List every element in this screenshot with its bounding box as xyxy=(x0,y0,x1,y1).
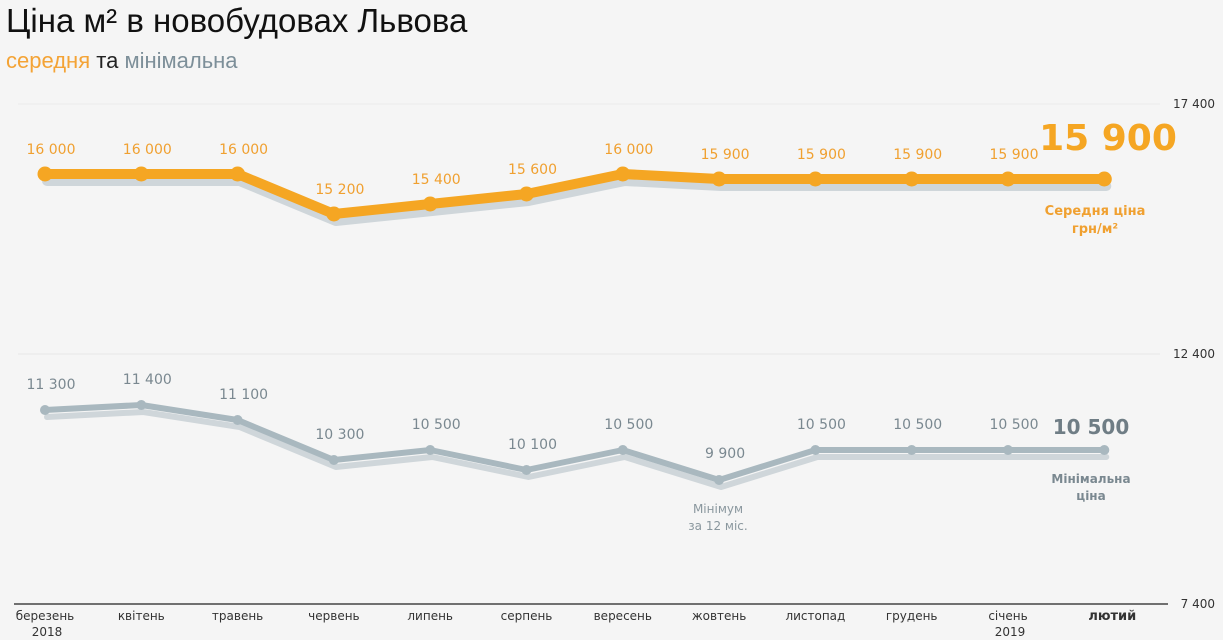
chart-title: Ціна м² в новобудовах Львова xyxy=(6,2,468,39)
data-point xyxy=(521,465,532,475)
data-label: 15 400 xyxy=(412,172,461,188)
data-label: 16 000 xyxy=(27,142,76,158)
series-line xyxy=(42,402,1108,483)
minimum-caption-line2: ціна xyxy=(1076,489,1105,503)
data-point xyxy=(1000,171,1016,187)
data-point xyxy=(425,445,436,455)
data-point xyxy=(326,206,342,222)
data-label: 10 500 xyxy=(797,417,846,433)
subtitle-and: та xyxy=(96,48,119,73)
data-point xyxy=(807,171,823,187)
data-label: 9 900 xyxy=(705,446,745,462)
data-label: 15 900 xyxy=(797,147,846,163)
gridlines xyxy=(18,103,1160,355)
data-label: 15 200 xyxy=(315,182,364,198)
x-tick-label: січень xyxy=(988,609,1027,623)
x-axis: березень 2018 квітень травень червень липень с… xyxy=(14,603,1168,639)
minimum-current-value: 10 500 xyxy=(1053,415,1130,439)
data-label: 11 400 xyxy=(123,372,172,388)
x-tick-label: грудень xyxy=(886,609,938,623)
x-tick-year: 2019 xyxy=(995,625,1026,639)
x-tick-label: серпень xyxy=(501,609,553,623)
data-label: 10 500 xyxy=(412,417,461,433)
data-label: 10 300 xyxy=(315,427,364,443)
data-label: 15 900 xyxy=(701,147,750,163)
minimum-note-line2: за 12 міс. xyxy=(688,519,747,533)
x-tick-label: червень xyxy=(308,609,359,623)
average-caption-line2: грн/м² xyxy=(1072,222,1118,237)
minimum-note-line1: Мінімум xyxy=(693,502,743,516)
data-label: 15 900 xyxy=(990,147,1039,163)
series-shadow xyxy=(44,409,1110,490)
data-label: 10 500 xyxy=(990,417,1039,433)
data-point xyxy=(230,166,246,182)
data-point xyxy=(519,186,534,202)
data-label: 11 300 xyxy=(27,377,76,393)
data-point xyxy=(232,415,243,425)
data-point xyxy=(810,445,821,455)
x-tick-label: лютий xyxy=(1088,609,1136,624)
data-label: 16 000 xyxy=(219,142,268,158)
data-point xyxy=(711,171,727,187)
series-shadow xyxy=(42,176,1112,226)
x-tick-label: вересень xyxy=(594,609,652,623)
x-tick-label: жовтень xyxy=(692,609,747,623)
data-point xyxy=(615,166,631,182)
y-tick-label: 12 400 xyxy=(1173,347,1215,361)
data-label: 10 500 xyxy=(604,417,653,433)
x-tick-label: квітень xyxy=(118,609,165,623)
chart-subtitle: середня та мінімальна xyxy=(6,48,238,74)
average-price-series: 16 000 16 000 16 000 15 200 15 400 15 600 16 0… xyxy=(27,142,1112,226)
data-point xyxy=(328,455,339,465)
data-label: 16 000 xyxy=(123,142,172,158)
series-line xyxy=(40,169,1110,219)
subtitle-minimum: мінімальна xyxy=(124,48,238,73)
minimum-price-series: 11 300 11 400 11 100 10 300 10 500 10 100 10 5… xyxy=(27,372,1110,490)
y-axis-ticks: 17 400 12 400 7 400 xyxy=(1173,97,1215,611)
x-tick-label: липень xyxy=(407,609,453,623)
data-point xyxy=(714,475,725,485)
data-point xyxy=(1003,445,1013,455)
data-point xyxy=(1096,171,1112,187)
data-point xyxy=(136,400,147,410)
average-caption-line1: Середня ціна xyxy=(1045,204,1146,219)
minimum-caption-line1: Мінімальна xyxy=(1051,472,1130,486)
data-point xyxy=(1099,445,1110,455)
y-tick-label: 17 400 xyxy=(1173,97,1215,111)
average-current-value: 15 900 xyxy=(1039,118,1177,159)
data-label: 15 900 xyxy=(893,147,942,163)
x-tick-year: 2018 xyxy=(32,625,63,639)
x-tick-label: травень xyxy=(212,609,263,623)
data-label: 15 600 xyxy=(508,162,557,178)
data-label: 16 000 xyxy=(604,142,653,158)
x-tick-label: листопад xyxy=(785,609,845,623)
data-point xyxy=(617,445,628,455)
data-point xyxy=(40,405,50,415)
data-point xyxy=(133,166,149,182)
data-point xyxy=(422,196,438,212)
x-tick-label: березень xyxy=(16,609,74,623)
data-label: 10 500 xyxy=(893,417,942,433)
data-point xyxy=(37,166,53,182)
data-point xyxy=(906,445,917,455)
data-label: 11 100 xyxy=(219,387,268,403)
y-tick-label: 7 400 xyxy=(1181,597,1215,611)
callouts: 15 900 Середня ціна грн/м² 10 500 Мініма… xyxy=(688,118,1177,533)
data-label: 10 100 xyxy=(508,437,557,453)
subtitle-average: середня xyxy=(6,48,91,73)
data-point xyxy=(904,171,920,187)
